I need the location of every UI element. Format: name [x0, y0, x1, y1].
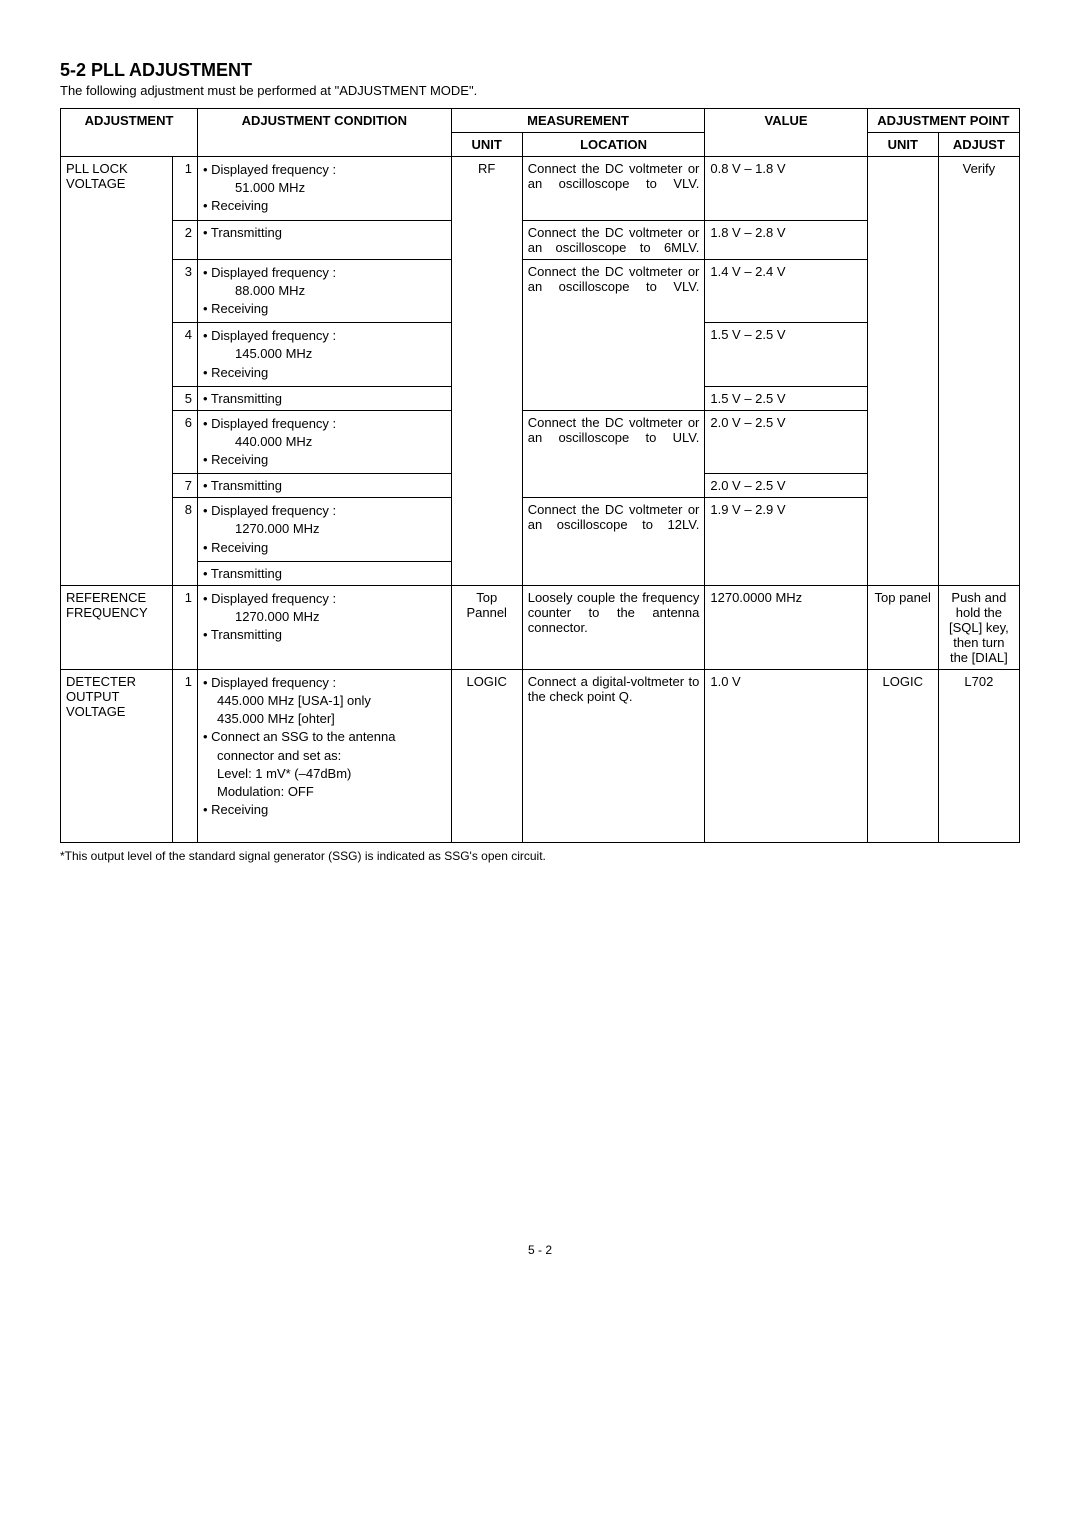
cell-condition: • Transmitting — [197, 474, 451, 498]
cell-location — [522, 474, 705, 498]
cell-location: Connect the DC voltmeter or an oscillosc… — [522, 410, 705, 474]
table-row: DETECTER OUTPUT VOLTAGE 1 • Displayed fr… — [61, 669, 1020, 842]
cell-step — [172, 561, 197, 585]
cell-step: 7 — [172, 474, 197, 498]
cell-measurement-unit: LOGIC — [451, 669, 522, 842]
th-adjustment-point: ADJUSTMENT POINT — [867, 109, 1019, 133]
footnote: *This output level of the standard signa… — [60, 849, 1020, 863]
cell-value: 0.8 V – 1.8 V — [705, 157, 867, 221]
th-value: VALUE — [705, 109, 867, 157]
cell-value: 1.5 V – 2.5 V — [705, 323, 867, 387]
th-adjustment-condition: ADJUSTMENT CONDITION — [197, 109, 451, 157]
th-adjust: ADJUST — [938, 133, 1019, 157]
cell-step: 6 — [172, 410, 197, 474]
cell-adjustment: DETECTER OUTPUT VOLTAGE — [61, 669, 173, 842]
cell-step: 2 — [172, 220, 197, 259]
cell-location: Connect the DC voltmeter or an oscillosc… — [522, 220, 705, 259]
cell-location: Connect the DC voltmeter or an oscillosc… — [522, 259, 705, 323]
cell-step: 1 — [172, 157, 197, 221]
cell-step: 8 — [172, 498, 197, 562]
intro-text: The following adjustment must be perform… — [60, 83, 1020, 98]
cell-value: 1.8 V – 2.8 V — [705, 220, 867, 259]
th-location: LOCATION — [522, 133, 705, 157]
cell-step: 4 — [172, 323, 197, 387]
cell-condition: • Displayed frequency : 88.000 MHz • Rec… — [197, 259, 451, 323]
table-row: PLL LOCK VOLTAGE 1 • Displayed frequency… — [61, 157, 1020, 221]
cell-ap-unit — [867, 157, 938, 586]
cell-condition: • Displayed frequency : 1270.000 MHz • T… — [197, 585, 451, 669]
cell-value: 2.0 V – 2.5 V — [705, 474, 867, 498]
page-number: 5 - 2 — [60, 1243, 1020, 1257]
cell-step: 5 — [172, 386, 197, 410]
cell-value: 1.0 V — [705, 669, 867, 842]
cell-ap-unit: Top panel — [867, 585, 938, 669]
cell-location: Connect a digital-voltmeter to the check… — [522, 669, 705, 842]
cell-location — [522, 561, 705, 585]
cell-value: 1.5 V – 2.5 V — [705, 386, 867, 410]
cell-value — [705, 561, 867, 585]
table-row: REFERENCE FREQUENCY 1 • Displayed freque… — [61, 585, 1020, 669]
cell-condition: • Displayed frequency : 1270.000 MHz • R… — [197, 498, 451, 562]
cell-adjustment: REFERENCE FREQUENCY — [61, 585, 173, 669]
cell-condition: • Displayed frequency : 440.000 MHz • Re… — [197, 410, 451, 474]
cell-value: 1.9 V – 2.9 V — [705, 498, 867, 562]
cell-location — [522, 323, 705, 387]
cell-step: 3 — [172, 259, 197, 323]
page-title: 5-2 PLL ADJUSTMENT — [60, 60, 1020, 81]
cell-ap-unit: LOGIC — [867, 669, 938, 842]
cell-value: 2.0 V – 2.5 V — [705, 410, 867, 474]
cell-condition: • Displayed frequency : 51.000 MHz • Rec… — [197, 157, 451, 221]
cell-measurement-unit: RF — [451, 157, 522, 586]
th-measurement-unit: UNIT — [451, 133, 522, 157]
cell-adjustment: PLL LOCK VOLTAGE — [61, 157, 173, 586]
cell-condition: • Transmitting — [197, 561, 451, 585]
cell-condition: • Displayed frequency : 445.000 MHz [USA… — [197, 669, 451, 842]
cell-adjust: Verify — [938, 157, 1019, 586]
cell-value: 1.4 V – 2.4 V — [705, 259, 867, 323]
cell-step: 1 — [172, 669, 197, 842]
cell-location — [522, 386, 705, 410]
cell-condition: • Transmitting — [197, 220, 451, 259]
cell-adjust: Push and hold the [SQL] key, then turn t… — [938, 585, 1019, 669]
cell-location: Connect the DC voltmeter or an oscillosc… — [522, 498, 705, 562]
cell-location: Connect the DC voltmeter or an oscillosc… — [522, 157, 705, 221]
th-measurement: MEASUREMENT — [451, 109, 705, 133]
cell-condition: • Transmitting — [197, 386, 451, 410]
cell-condition: • Displayed frequency : 145.000 MHz • Re… — [197, 323, 451, 387]
cell-location: Loosely couple the frequency counter to … — [522, 585, 705, 669]
cell-measurement-unit: Top Pannel — [451, 585, 522, 669]
th-ap-unit: UNIT — [867, 133, 938, 157]
cell-step: 1 — [172, 585, 197, 669]
cell-value: 1270.0000 MHz — [705, 585, 867, 669]
cell-adjust: L702 — [938, 669, 1019, 842]
th-adjustment: ADJUSTMENT — [61, 109, 198, 157]
adjustment-table: ADJUSTMENT ADJUSTMENT CONDITION MEASUREM… — [60, 108, 1020, 843]
